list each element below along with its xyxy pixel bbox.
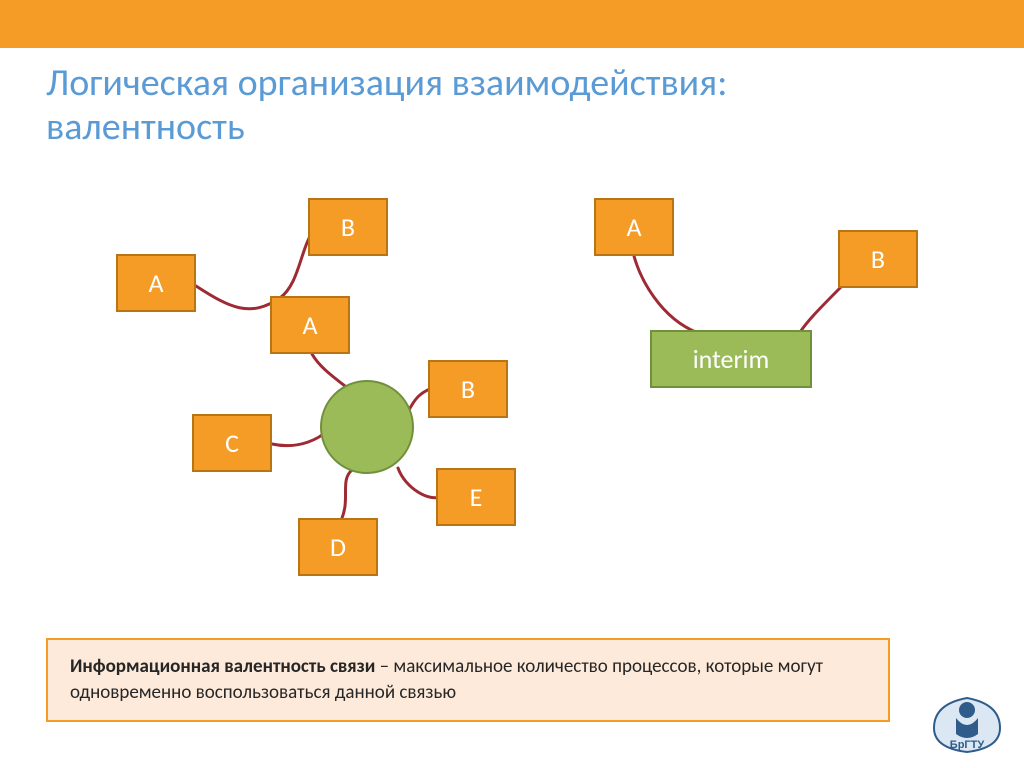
definition-term: Информационная валентность связи: [70, 655, 375, 678]
node-group2-c: C: [192, 414, 272, 472]
node-label: A: [626, 211, 641, 243]
diagram-area: A B A B interim A B C D E: [0, 168, 1024, 608]
node-group2-a: A: [270, 296, 350, 354]
node-label: A: [302, 309, 317, 341]
node-label: B: [341, 211, 355, 243]
node-label: C: [225, 427, 239, 459]
logo-text: БрГТУ: [950, 739, 985, 751]
top-accent-bar: [0, 0, 1024, 48]
node-group1-a: A: [116, 254, 196, 312]
node-group2-e: E: [436, 468, 516, 526]
node-label: D: [330, 531, 346, 563]
node-group3-a: A: [594, 198, 674, 256]
node-label: B: [461, 373, 475, 405]
slide-title: Логическая организация взаимодействия: в…: [46, 62, 906, 149]
node-group2-b: B: [428, 360, 508, 418]
node-group3-b: B: [838, 230, 918, 288]
node-label: A: [148, 267, 163, 299]
node-interim: interim: [650, 330, 812, 388]
university-logo: БрГТУ: [928, 688, 1006, 756]
node-label: interim: [693, 343, 770, 375]
hub-circle: [320, 380, 414, 474]
node-group2-d: D: [298, 518, 378, 576]
definition-box: Информационная валентность связи – макси…: [46, 638, 890, 722]
node-label: B: [871, 243, 885, 275]
node-group1-b: B: [308, 198, 388, 256]
node-label: E: [470, 481, 483, 513]
definition-text: Информационная валентность связи – макси…: [70, 654, 866, 705]
